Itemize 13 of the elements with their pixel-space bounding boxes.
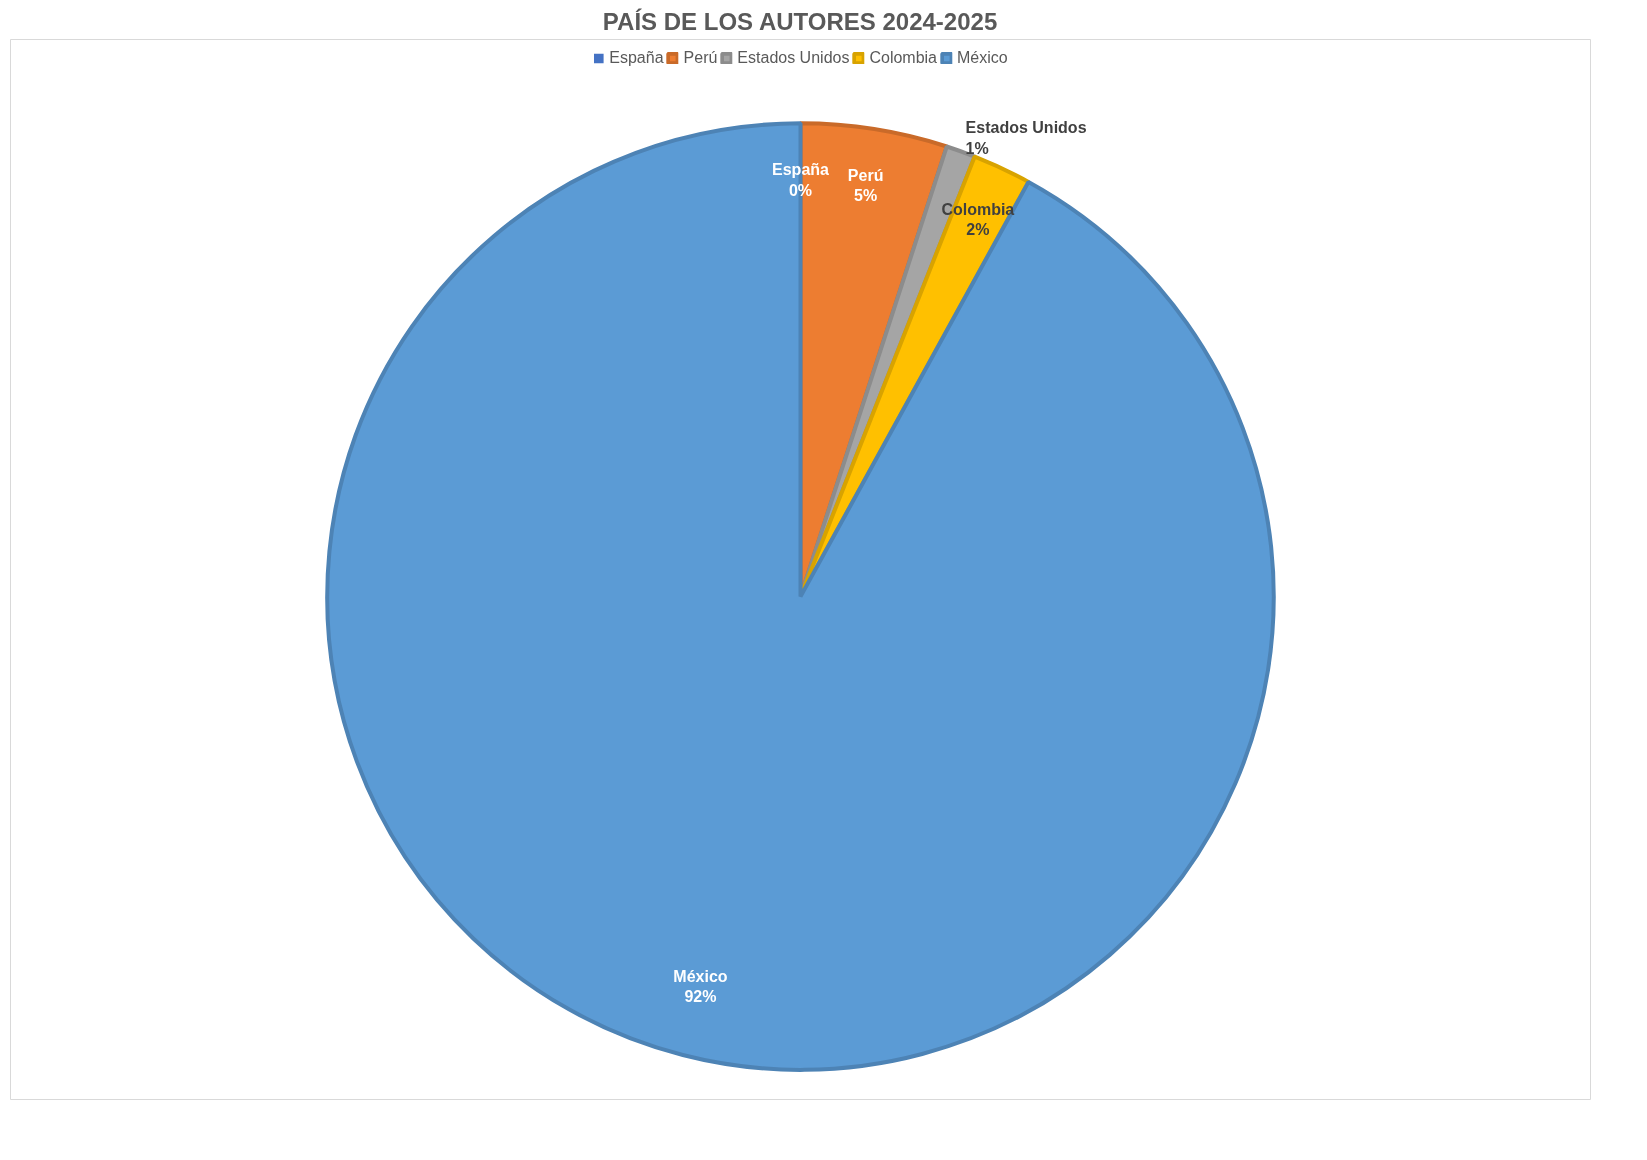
data-label: 2% — [966, 221, 990, 239]
legend-label: Perú — [683, 49, 718, 67]
legend-label: Colombia — [869, 49, 938, 67]
slice-label: Estados Unidos — [965, 119, 1087, 137]
slice-label: Perú — [847, 166, 884, 184]
data-label: 92% — [684, 987, 717, 1005]
legend-label: México — [957, 49, 1008, 67]
chart-title: PAÍS DE LOS AUTORES 2024-2025 — [602, 7, 998, 35]
slice-label: México — [673, 967, 728, 985]
data-label: 1% — [965, 139, 989, 157]
legend-label: Estados Unidos — [737, 49, 850, 67]
data-label: 5% — [854, 186, 878, 204]
legend-label: España — [609, 49, 664, 67]
